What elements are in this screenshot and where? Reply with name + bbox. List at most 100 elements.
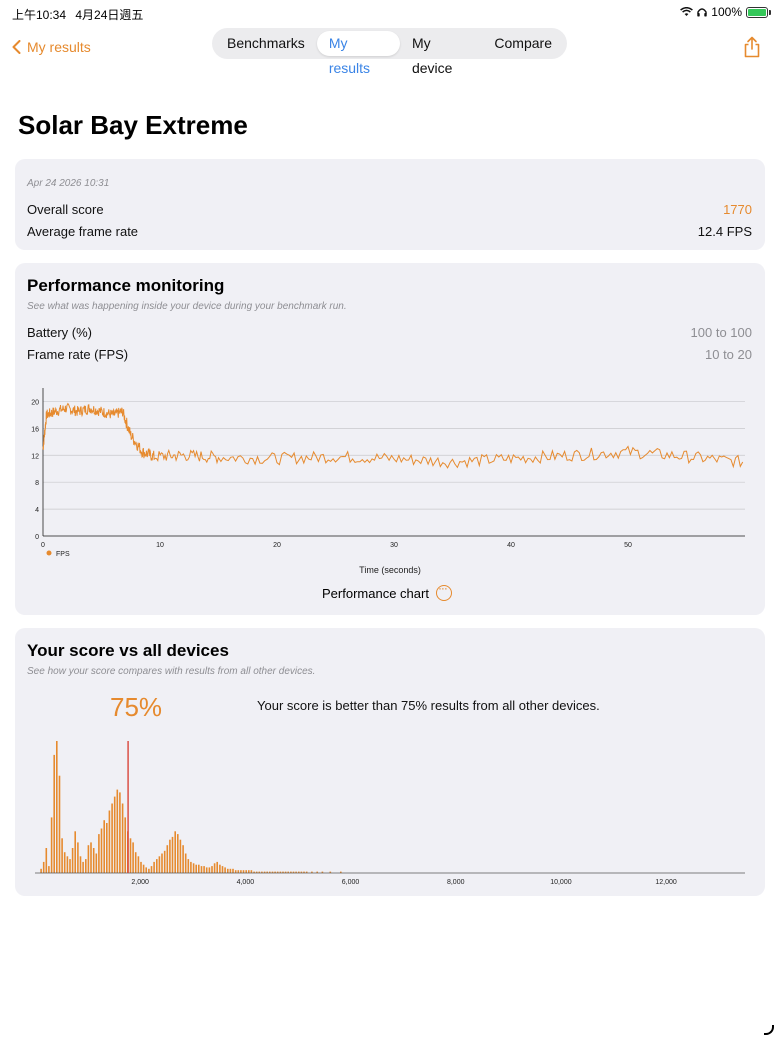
histogram-bar — [284, 871, 287, 873]
histogram-bar — [190, 861, 192, 873]
histogram-bar — [300, 871, 303, 873]
x-tick-label: 6,000 — [342, 879, 360, 886]
histogram-bar — [106, 823, 108, 873]
histogram-bar — [174, 831, 176, 873]
histogram-bar — [242, 870, 245, 873]
battery-percent: 100% — [711, 5, 742, 19]
histogram-bar — [195, 864, 197, 873]
tab-my-device[interactable]: My device — [411, 35, 453, 76]
histogram-bar — [148, 868, 150, 873]
histogram-bar — [95, 853, 98, 873]
histogram-bar — [211, 866, 213, 873]
histogram-bar — [169, 839, 171, 873]
histogram-bar — [82, 861, 84, 873]
histogram-bar — [79, 856, 82, 873]
y-tick-label: 16 — [31, 426, 39, 433]
histogram-bar — [340, 871, 342, 873]
histogram-bar — [90, 842, 92, 873]
histogram-bar — [198, 864, 200, 873]
histogram-bar — [240, 870, 242, 873]
fps-label: Frame rate (FPS) — [27, 347, 129, 362]
histogram-bar — [177, 834, 179, 873]
performance-subtitle: See what was happening inside your devic… — [27, 301, 347, 312]
fps-line-chart: 0 4 8 12 16 20 0 10 20 30 40 50 FPS Time (seconds) — [31, 388, 745, 575]
histogram-bar — [134, 852, 137, 873]
run-date: Apr 24 2026 10:31 — [27, 178, 110, 189]
performance-chart-button[interactable]: Performance chart — [322, 581, 452, 601]
histogram-bar — [116, 789, 119, 873]
histogram-bar — [161, 853, 163, 873]
overall-score-label: Overall score — [27, 202, 104, 217]
frame-rate-value: 12.4 FPS — [697, 224, 752, 239]
status-clock: 上午10:34 — [12, 8, 67, 22]
x-tick-label: 10 — [156, 542, 164, 549]
histogram-bar — [158, 856, 161, 873]
resize-corner-icon — [764, 1025, 774, 1035]
histogram-bar — [40, 868, 42, 873]
histogram-bar — [263, 871, 266, 873]
histogram-bar — [266, 871, 268, 873]
back-button[interactable]: My results — [12, 39, 91, 55]
histogram-bar — [71, 848, 74, 873]
histogram-bar — [153, 861, 155, 873]
histogram-bar — [287, 871, 289, 873]
y-tick-label: 20 — [31, 399, 39, 406]
histogram-bar — [208, 867, 211, 873]
x-tick-label: 10,000 — [550, 879, 572, 886]
histogram-bar — [140, 861, 142, 873]
summary-card: Apr 24 2026 10:31 Overall score 1770 Ave… — [15, 159, 765, 250]
histogram-bar — [124, 817, 126, 873]
x-tick-label: 50 — [624, 542, 632, 549]
histogram-bar — [248, 870, 250, 873]
histogram-bar — [255, 871, 258, 873]
tab-benchmarks[interactable]: Benchmarks — [227, 35, 305, 51]
histogram-bar — [253, 871, 255, 873]
histogram-bar — [250, 870, 253, 873]
wifi-icon — [680, 7, 694, 16]
histogram-bar — [121, 803, 124, 873]
histogram-bar — [48, 866, 50, 873]
more-icon — [435, 581, 452, 601]
histogram-bar — [108, 810, 111, 873]
histogram-bar — [100, 828, 103, 873]
histogram-bar — [42, 861, 45, 873]
histogram-bar — [261, 871, 263, 873]
fps-series-line — [42, 402, 744, 469]
percentile-value: 75% — [110, 692, 163, 722]
x-tick-label: 8,000 — [447, 879, 465, 886]
histogram-bar — [292, 871, 295, 873]
histogram-bar — [119, 792, 121, 873]
share-icon[interactable] — [742, 36, 762, 58]
percentile-text: Your score is better than 75% results fr… — [257, 698, 600, 713]
comparison-card: Your score vs all devices See how your s… — [15, 628, 765, 896]
histogram-bar — [234, 870, 237, 873]
performance-title: Performance monitoring — [27, 276, 225, 295]
x-axis-label: Time (seconds) — [359, 565, 421, 575]
x-tick-label: 20 — [273, 542, 281, 549]
histogram-bar — [311, 871, 313, 873]
histogram-bar — [203, 866, 205, 873]
histogram-bar — [305, 871, 308, 873]
legend-label: FPS — [56, 551, 70, 558]
histogram-bar — [182, 845, 184, 873]
tab-my-results[interactable]: My results — [316, 31, 400, 76]
x-tick-label: 0 — [41, 542, 45, 549]
tab-compare[interactable]: Compare — [494, 35, 552, 51]
histogram-bar — [216, 861, 218, 873]
histogram-bar — [163, 850, 166, 873]
histogram-bar — [269, 871, 271, 873]
histogram-bar — [298, 871, 300, 873]
histogram-bar — [58, 775, 61, 873]
x-tick-label: 2,000 — [131, 879, 149, 886]
histogram-bar — [227, 868, 229, 873]
x-tick-label: 30 — [390, 542, 398, 549]
histogram-bar — [187, 859, 190, 873]
histogram-bar — [92, 848, 95, 873]
histogram-bar — [137, 856, 140, 873]
overall-score-value: 1770 — [723, 202, 752, 217]
histogram-bar — [113, 796, 116, 873]
status-right: 100% — [680, 5, 771, 19]
histogram-bar — [321, 871, 324, 873]
segmented-control: Benchmarks My results My device Compare — [212, 28, 567, 76]
battery-nub — [769, 9, 771, 15]
